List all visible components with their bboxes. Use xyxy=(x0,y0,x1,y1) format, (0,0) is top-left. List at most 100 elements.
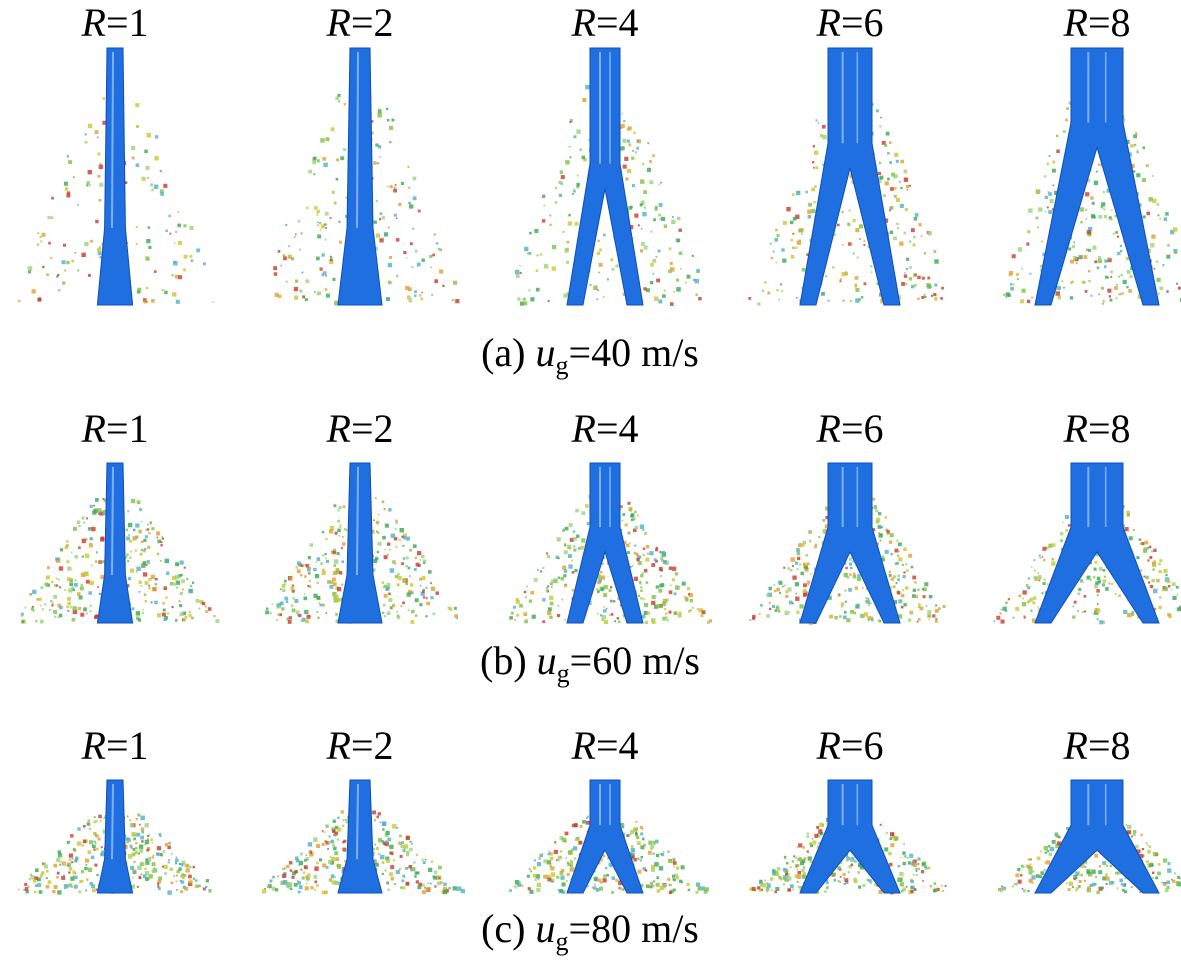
droplet xyxy=(86,180,91,185)
droplet xyxy=(406,850,410,855)
droplet xyxy=(396,827,399,829)
droplet xyxy=(626,168,632,174)
droplet xyxy=(137,865,142,870)
droplet xyxy=(572,536,577,541)
droplet xyxy=(1055,291,1060,296)
droplet xyxy=(795,190,801,196)
droplet xyxy=(64,589,67,592)
droplet xyxy=(903,169,908,174)
droplet xyxy=(551,880,554,883)
droplet xyxy=(140,815,145,821)
droplet xyxy=(36,243,40,246)
droplet xyxy=(628,833,632,836)
droplet xyxy=(141,830,144,834)
droplet xyxy=(794,582,799,587)
droplet xyxy=(547,610,552,616)
droplet xyxy=(385,585,390,590)
droplet xyxy=(1030,609,1033,612)
droplet xyxy=(652,880,656,883)
droplet xyxy=(400,844,405,849)
droplet xyxy=(151,299,155,303)
droplet xyxy=(787,880,789,882)
droplet xyxy=(861,296,864,299)
droplet xyxy=(59,860,62,863)
droplet xyxy=(676,278,680,282)
droplet xyxy=(913,859,917,864)
droplet xyxy=(1037,226,1039,229)
droplet xyxy=(180,880,185,884)
droplet xyxy=(95,498,99,502)
droplet xyxy=(800,861,804,866)
droplet xyxy=(35,884,38,887)
droplet xyxy=(91,527,96,532)
droplet xyxy=(1160,881,1163,884)
droplet xyxy=(620,123,625,129)
droplet xyxy=(1111,209,1113,212)
droplet xyxy=(1005,296,1007,298)
droplet xyxy=(158,833,162,836)
droplet xyxy=(162,612,166,617)
droplet xyxy=(611,267,615,271)
panel-label: R=6 xyxy=(816,406,884,451)
droplet xyxy=(1151,175,1154,177)
droplet xyxy=(1172,879,1176,883)
droplet xyxy=(1015,873,1020,878)
droplet xyxy=(100,846,103,849)
droplet xyxy=(157,882,160,885)
droplet xyxy=(775,261,777,264)
droplet xyxy=(173,583,177,586)
droplet xyxy=(95,834,99,838)
droplet xyxy=(128,577,132,581)
droplet xyxy=(332,548,337,552)
droplet xyxy=(145,286,149,290)
droplet xyxy=(633,131,636,134)
droplet xyxy=(1075,871,1080,876)
droplet xyxy=(787,876,792,881)
droplet xyxy=(99,819,102,822)
droplet xyxy=(66,560,70,564)
droplet xyxy=(889,161,892,164)
droplet xyxy=(1000,619,1005,624)
droplet xyxy=(335,96,339,100)
droplet xyxy=(547,877,552,882)
droplet xyxy=(1080,221,1083,224)
droplet xyxy=(898,557,903,562)
droplet xyxy=(1143,575,1146,578)
droplet xyxy=(561,837,567,843)
droplet xyxy=(1015,272,1019,276)
droplet xyxy=(854,284,858,288)
droplet xyxy=(603,593,608,597)
droplet xyxy=(393,213,397,217)
droplet xyxy=(320,138,325,143)
droplet xyxy=(421,883,425,887)
droplet xyxy=(56,275,59,278)
droplet xyxy=(90,855,95,860)
droplet xyxy=(890,553,893,556)
droplet xyxy=(328,878,333,882)
droplet xyxy=(316,843,321,848)
droplet xyxy=(806,850,809,853)
droplet xyxy=(622,513,626,516)
droplet xyxy=(131,146,136,151)
droplet xyxy=(549,601,554,606)
panel-label: R=6 xyxy=(816,0,884,45)
droplet xyxy=(290,604,294,607)
droplet xyxy=(915,870,918,872)
droplet xyxy=(757,302,761,306)
droplet xyxy=(1141,848,1145,851)
droplet xyxy=(825,886,829,890)
droplet xyxy=(782,258,787,263)
droplet xyxy=(760,604,763,607)
droplet xyxy=(298,885,303,890)
droplet xyxy=(816,845,819,848)
droplet xyxy=(564,544,566,547)
droplet xyxy=(297,219,301,223)
droplet xyxy=(454,607,457,610)
droplet xyxy=(805,190,808,194)
droplet xyxy=(548,861,551,864)
droplet xyxy=(768,586,772,591)
droplet xyxy=(825,515,829,520)
droplet xyxy=(271,603,274,605)
droplet xyxy=(376,550,379,554)
droplet xyxy=(654,862,659,867)
